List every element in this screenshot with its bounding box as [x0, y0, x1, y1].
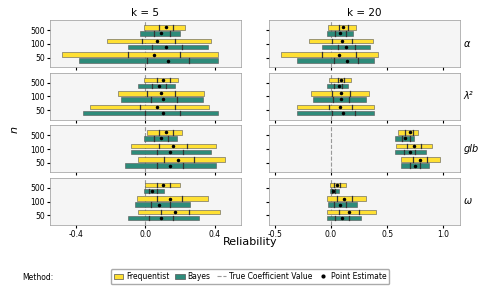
- Bar: [132, 150, 211, 154]
- Text: α: α: [464, 39, 470, 49]
- Text: ω: ω: [464, 196, 472, 206]
- Bar: [146, 183, 180, 187]
- Bar: [326, 210, 376, 214]
- Bar: [138, 210, 220, 214]
- Title: k = 5: k = 5: [132, 8, 160, 18]
- Legend: Frequentist, Bayes, True Coefficient Value, Point Estimate: Frequentist, Bayes, True Coefficient Val…: [110, 269, 390, 284]
- Bar: [329, 78, 351, 82]
- Bar: [144, 25, 185, 30]
- Bar: [83, 111, 218, 115]
- Text: λ²: λ²: [464, 91, 473, 101]
- Bar: [80, 58, 218, 63]
- Bar: [400, 163, 428, 168]
- Bar: [328, 202, 357, 207]
- Bar: [132, 144, 216, 148]
- Bar: [124, 163, 216, 168]
- Bar: [144, 136, 176, 141]
- Bar: [395, 150, 426, 154]
- Bar: [140, 31, 180, 35]
- Bar: [330, 189, 339, 193]
- Bar: [400, 158, 440, 162]
- Bar: [326, 216, 362, 220]
- Bar: [121, 97, 202, 102]
- Text: Method:: Method:: [22, 272, 54, 282]
- Text: Reliability: Reliability: [222, 237, 278, 247]
- Bar: [395, 136, 414, 141]
- Title: k = 20: k = 20: [348, 8, 382, 18]
- Bar: [128, 45, 208, 49]
- Bar: [147, 130, 182, 134]
- Bar: [138, 84, 175, 88]
- Bar: [328, 25, 355, 30]
- Bar: [326, 196, 366, 201]
- Bar: [128, 216, 199, 220]
- Bar: [313, 97, 366, 102]
- Bar: [326, 31, 353, 35]
- Bar: [298, 111, 374, 115]
- Bar: [90, 105, 210, 109]
- Bar: [308, 39, 372, 43]
- Text: n: n: [10, 126, 20, 133]
- Bar: [62, 52, 218, 57]
- Bar: [135, 202, 190, 207]
- Bar: [144, 189, 165, 193]
- Bar: [322, 45, 370, 49]
- Bar: [136, 196, 208, 201]
- Bar: [326, 84, 348, 88]
- Bar: [330, 183, 345, 187]
- Bar: [298, 58, 374, 63]
- Bar: [311, 91, 369, 96]
- Bar: [398, 130, 418, 134]
- Bar: [298, 105, 374, 109]
- Bar: [396, 144, 432, 148]
- Bar: [107, 39, 211, 43]
- Bar: [138, 158, 225, 162]
- Bar: [118, 91, 204, 96]
- Bar: [280, 52, 378, 57]
- Bar: [144, 78, 178, 82]
- Text: glb: glb: [464, 144, 479, 154]
